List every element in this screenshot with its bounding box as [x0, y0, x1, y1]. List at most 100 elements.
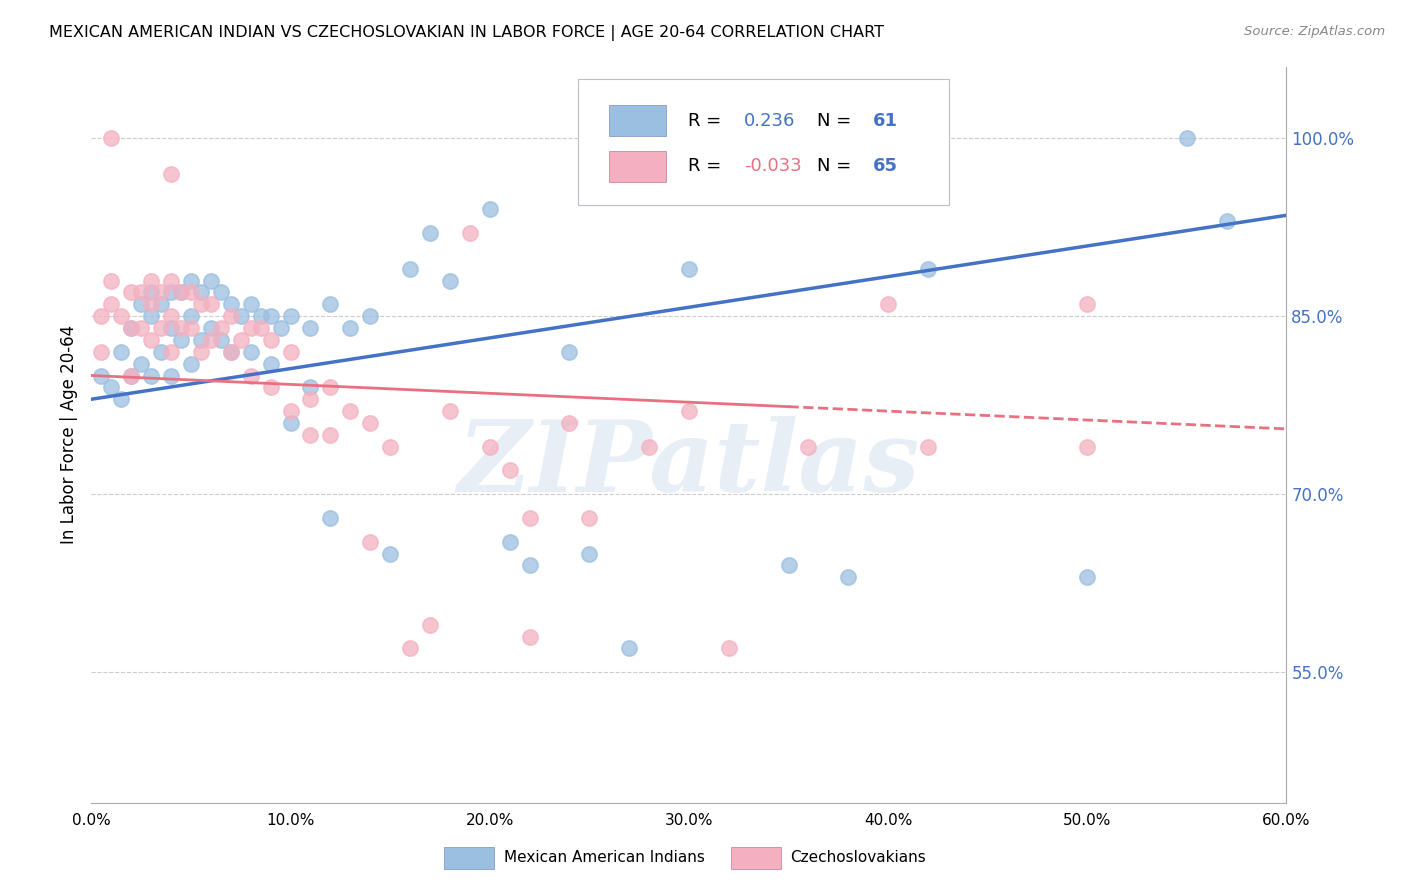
- Point: [141, 309, 162, 323]
- Point: [100, 380, 122, 394]
- Point: [1175, 131, 1198, 145]
- Point: [439, 274, 461, 288]
- Point: [150, 321, 173, 335]
- Point: [160, 368, 183, 383]
- Point: [519, 630, 541, 644]
- Point: [141, 333, 162, 347]
- Text: Source: ZipAtlas.com: Source: ZipAtlas.com: [1244, 25, 1385, 38]
- FancyBboxPatch shape: [731, 847, 780, 869]
- Point: [619, 641, 641, 656]
- Point: [280, 344, 302, 359]
- Point: [219, 297, 242, 311]
- Point: [180, 321, 202, 335]
- Point: [209, 333, 232, 347]
- Point: [129, 285, 152, 300]
- Point: [558, 416, 581, 430]
- Point: [170, 285, 193, 300]
- Point: [110, 309, 132, 323]
- FancyBboxPatch shape: [444, 847, 494, 869]
- Point: [150, 297, 173, 311]
- Point: [229, 309, 252, 323]
- Point: [319, 380, 342, 394]
- Point: [141, 368, 162, 383]
- Point: [120, 368, 142, 383]
- Point: [419, 617, 441, 632]
- Point: [209, 285, 232, 300]
- Point: [378, 440, 402, 454]
- Point: [519, 558, 541, 573]
- Point: [120, 321, 142, 335]
- Point: [200, 297, 222, 311]
- Point: [239, 321, 262, 335]
- Point: [160, 309, 183, 323]
- Point: [319, 511, 342, 525]
- Point: [439, 404, 461, 418]
- Point: [917, 261, 939, 276]
- Point: [837, 570, 859, 584]
- Point: [299, 321, 322, 335]
- Point: [1076, 570, 1098, 584]
- Point: [200, 274, 222, 288]
- Text: N =: N =: [817, 112, 856, 129]
- Point: [458, 226, 481, 240]
- Point: [498, 463, 520, 477]
- Point: [359, 534, 381, 549]
- Point: [498, 534, 520, 549]
- Point: [259, 357, 281, 371]
- FancyBboxPatch shape: [609, 151, 666, 182]
- Y-axis label: In Labor Force | Age 20-64: In Labor Force | Age 20-64: [59, 326, 77, 544]
- Text: 0.236: 0.236: [744, 112, 796, 129]
- Point: [419, 226, 441, 240]
- Text: Czechoslovakians: Czechoslovakians: [790, 850, 927, 865]
- Text: R =: R =: [688, 157, 727, 175]
- Point: [478, 440, 501, 454]
- Point: [170, 285, 193, 300]
- Point: [190, 285, 212, 300]
- FancyBboxPatch shape: [578, 79, 949, 205]
- Text: ZIPatlas: ZIPatlas: [458, 416, 920, 513]
- Point: [299, 380, 322, 394]
- Point: [200, 321, 222, 335]
- Point: [280, 416, 302, 430]
- Point: [141, 285, 162, 300]
- Point: [678, 404, 700, 418]
- Point: [478, 202, 501, 217]
- Point: [170, 321, 193, 335]
- Point: [120, 285, 142, 300]
- Point: [519, 511, 541, 525]
- Point: [190, 297, 212, 311]
- Point: [100, 131, 122, 145]
- Point: [100, 297, 122, 311]
- Point: [280, 309, 302, 323]
- Point: [359, 309, 381, 323]
- Point: [200, 333, 222, 347]
- Point: [160, 167, 183, 181]
- Point: [219, 309, 242, 323]
- Point: [558, 344, 581, 359]
- Point: [249, 321, 271, 335]
- Point: [877, 297, 900, 311]
- FancyBboxPatch shape: [609, 105, 666, 136]
- Text: -0.033: -0.033: [744, 157, 801, 175]
- Point: [239, 297, 262, 311]
- Point: [160, 344, 183, 359]
- Point: [399, 641, 422, 656]
- Point: [100, 274, 122, 288]
- Point: [90, 309, 112, 323]
- Point: [180, 309, 202, 323]
- Point: [209, 321, 232, 335]
- Point: [399, 261, 422, 276]
- Point: [120, 321, 142, 335]
- Point: [219, 344, 242, 359]
- Point: [180, 357, 202, 371]
- Point: [141, 297, 162, 311]
- Point: [299, 392, 322, 407]
- Point: [110, 344, 132, 359]
- Point: [259, 309, 281, 323]
- Point: [160, 274, 183, 288]
- Point: [917, 440, 939, 454]
- Text: Mexican American Indians: Mexican American Indians: [503, 850, 704, 865]
- Point: [190, 333, 212, 347]
- Point: [141, 274, 162, 288]
- Point: [319, 428, 342, 442]
